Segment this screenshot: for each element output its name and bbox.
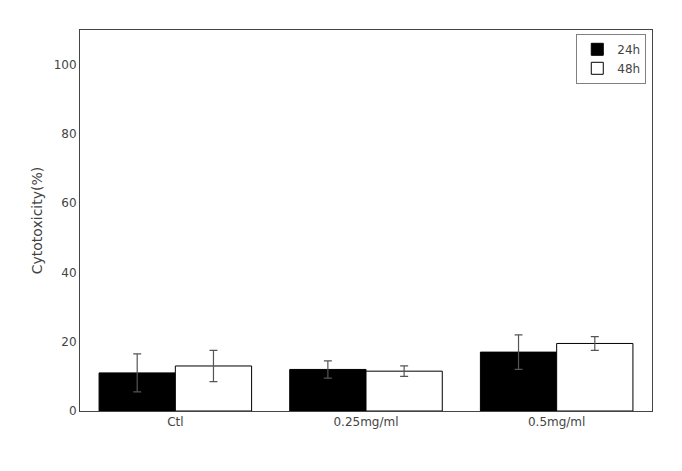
svg-text:60: 60 (61, 196, 76, 210)
svg-text:24h: 24h (617, 43, 640, 57)
svg-text:0.5mg/ml: 0.5mg/ml (528, 415, 585, 429)
svg-text:80: 80 (61, 127, 76, 141)
svg-text:Cytotoxicity(%): Cytotoxicity(%) (29, 167, 45, 275)
svg-text:48h: 48h (617, 62, 640, 76)
svg-text:Ctl: Ctl (167, 415, 183, 429)
svg-text:0.25mg/ml: 0.25mg/ml (333, 415, 398, 429)
svg-text:40: 40 (61, 266, 76, 280)
svg-text:20: 20 (61, 335, 76, 349)
svg-text:100: 100 (54, 58, 77, 72)
svg-text:0: 0 (69, 404, 77, 418)
